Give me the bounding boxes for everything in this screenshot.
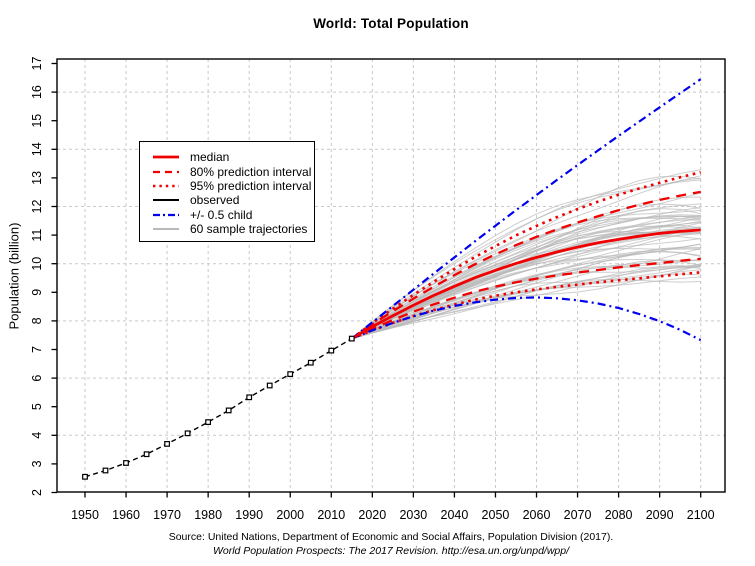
observed-marker <box>348 335 355 342</box>
x-tick-label: 2030 <box>399 508 427 522</box>
sample-trajectory-line <box>351 263 701 340</box>
y-tick-label: 10 <box>30 257 44 271</box>
y-tick-label: 9 <box>30 289 44 296</box>
observed-marker <box>225 407 232 414</box>
legend-label: median <box>190 150 230 165</box>
x-tick-label: 1980 <box>194 508 222 522</box>
legend-line-sample-icon <box>153 184 179 188</box>
pi95-lower-line <box>351 271 701 340</box>
y-tick-label: 4 <box>30 432 44 439</box>
y-tick-label: 7 <box>30 346 44 353</box>
sample-trajectory-line <box>351 224 701 340</box>
median-line <box>351 228 701 340</box>
x-tick-label: 2050 <box>482 508 510 522</box>
source-line: Source: United Nations, Department of Ec… <box>168 531 614 543</box>
x-tick-label: 2020 <box>358 508 386 522</box>
legend-row: observed <box>152 193 314 207</box>
observed-marker <box>102 467 109 474</box>
legend-line-sample-icon <box>153 228 179 231</box>
legend-line-sample-icon <box>153 213 179 216</box>
sample-trajectory-line <box>351 258 701 340</box>
observed-marker <box>266 382 273 389</box>
legend-line-sample-icon <box>153 170 179 173</box>
observed-marker <box>143 451 150 458</box>
y-tick-label: 14 <box>30 142 44 156</box>
sample-trajectory-line <box>351 247 701 340</box>
half-child-upper-line <box>351 78 702 340</box>
x-tick-label: 2010 <box>317 508 345 522</box>
chart-title: World: Total Population <box>313 16 469 31</box>
y-tick-label: 6 <box>30 375 44 382</box>
legend-label: +/- 0.5 child <box>190 207 253 222</box>
y-tick-label: 8 <box>30 317 44 324</box>
half-child-lower-line <box>351 296 702 342</box>
observed-marker <box>307 359 314 366</box>
y-tick-label: 16 <box>30 85 44 99</box>
observed-marker <box>328 347 335 354</box>
x-tick-label: 2000 <box>276 508 304 522</box>
y-tick-label: 15 <box>30 114 44 128</box>
pi80-upper-line <box>351 190 701 340</box>
x-tick-label: 2100 <box>687 508 715 522</box>
legend-row: 80% prediction interval <box>152 164 314 179</box>
legend-row: 95% prediction interval <box>152 179 314 193</box>
y-tick-label: 5 <box>30 403 44 410</box>
sample-trajectory-line <box>351 231 701 340</box>
legend-line-sample-icon <box>153 155 179 159</box>
y-tick-label: 12 <box>30 200 44 214</box>
y-tick-label: 17 <box>30 57 44 71</box>
legend-label: observed <box>190 193 240 208</box>
legend: median 80% prediction interval 95% predict… <box>139 141 315 242</box>
x-tick-label: 2090 <box>646 508 674 522</box>
legend-label: 60 sample trajectories <box>190 222 308 237</box>
x-tick-label: 2080 <box>605 508 633 522</box>
legend-line-sample-icon <box>153 199 179 202</box>
observed-marker <box>287 371 294 377</box>
observed-marker <box>184 430 191 437</box>
sample-trajectory-line <box>351 269 701 340</box>
observed-marker <box>123 460 129 466</box>
x-tick-label: 1990 <box>235 508 263 522</box>
x-tick-label: 2040 <box>441 508 469 522</box>
observed-line <box>84 337 353 478</box>
legend-row: median <box>152 150 314 164</box>
y-tick-label: 3 <box>30 460 44 467</box>
x-tick-label: 2060 <box>523 508 551 522</box>
legend-label: 80% prediction interval <box>190 164 312 179</box>
observed-marker <box>164 441 171 447</box>
sample-trajectory-line <box>351 203 701 340</box>
sample-trajectory-line <box>351 264 701 340</box>
observed-marker <box>82 473 88 480</box>
y-tick-label: 13 <box>30 171 44 185</box>
y-tick-label: 11 <box>30 229 44 242</box>
observed-marker <box>205 419 212 425</box>
x-tick-label: 2070 <box>564 508 592 522</box>
x-tick-label: 1970 <box>153 508 181 522</box>
x-tick-label: 1960 <box>112 508 140 522</box>
y-tick-label: 2 <box>30 489 44 496</box>
x-tick-label: 1950 <box>71 508 99 522</box>
legend-label: 95% prediction interval <box>190 178 312 193</box>
legend-row: 60 sample trajectories <box>152 222 314 236</box>
citation-line: World Population Prospects: The 2017 Rev… <box>212 545 570 557</box>
sample-trajectory-line <box>351 177 701 340</box>
observed-marker <box>246 394 253 401</box>
legend-row: +/- 0.5 child <box>152 208 314 222</box>
plot-border <box>56 58 726 493</box>
